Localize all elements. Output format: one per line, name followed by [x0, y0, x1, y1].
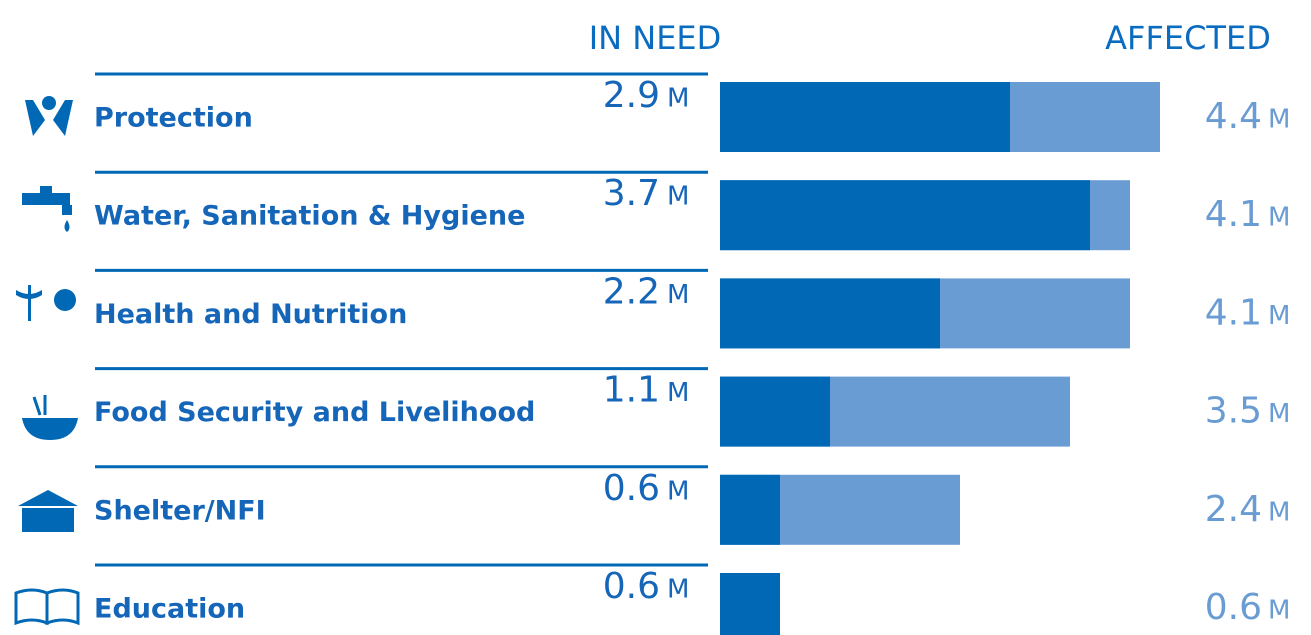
unit: M: [1268, 497, 1290, 527]
unit: M: [667, 476, 689, 506]
in-need-header: IN NEED: [589, 19, 722, 57]
food-icon: [22, 395, 78, 440]
in-need-value: 0.6: [603, 468, 660, 509]
affected-header: AFFECTED: [1105, 19, 1271, 57]
unit: M: [667, 575, 689, 605]
category-label: Shelter/NFI: [94, 495, 266, 526]
affected-value: 2.4: [1205, 489, 1262, 530]
unit: M: [1268, 301, 1290, 331]
protection-icon: [25, 96, 73, 136]
category-label: Health and Nutrition: [94, 299, 407, 330]
affected-value: 4.1: [1205, 292, 1262, 333]
wash-icon: [22, 186, 72, 232]
education-icon: [14, 588, 80, 626]
unit: M: [1268, 203, 1290, 233]
in-need-bar: [720, 278, 940, 349]
category-label: Food Security and Livelihood: [94, 397, 535, 428]
in-need-bar: [720, 376, 830, 447]
unit: M: [667, 182, 689, 212]
in-need-bar: [720, 573, 780, 635]
in-need-value: 3.7: [603, 173, 660, 214]
affected-value: 4.1: [1205, 194, 1262, 235]
affected-value: 0.6: [1205, 587, 1262, 628]
category-label: Education: [94, 594, 245, 625]
in-need-bar: [720, 180, 1090, 251]
shelter-icon: [18, 490, 78, 532]
in-need-bar: [720, 474, 780, 545]
in-need-value: 1.1: [603, 370, 660, 411]
icons: [14, 96, 80, 626]
affected-value: 3.5: [1205, 391, 1262, 432]
in-need-value: 2.9: [603, 75, 660, 116]
unit: M: [667, 378, 689, 408]
in-need-value: 0.6: [603, 566, 660, 607]
in-need-value: 2.2: [603, 271, 660, 312]
category-label: Water, Sanitation & Hygiene: [94, 201, 525, 232]
unit: M: [667, 84, 689, 114]
unit: M: [1268, 399, 1290, 429]
unit: M: [1268, 596, 1290, 626]
category-label: Protection: [94, 103, 253, 134]
affected-value: 4.4: [1205, 96, 1262, 137]
unit: M: [1268, 105, 1290, 135]
in-need-bar: [720, 82, 1010, 152]
unit: M: [667, 280, 689, 310]
health-icon: [16, 285, 76, 321]
